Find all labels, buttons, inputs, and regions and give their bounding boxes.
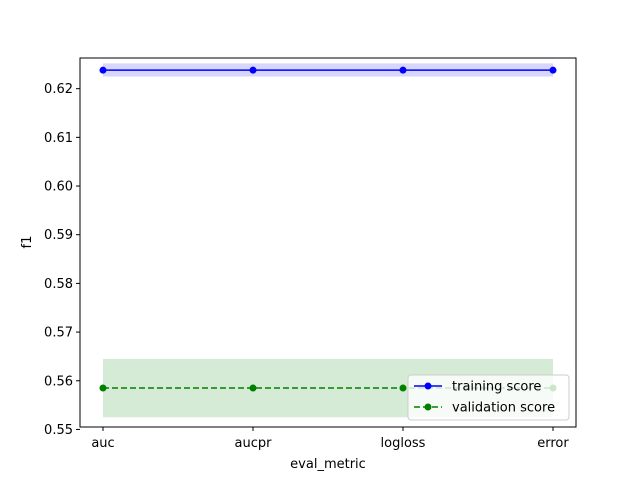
- y-axis-ticks: 0.55 0.56 0.57 0.58 0.59 0.60 0.61 0.62: [44, 82, 80, 438]
- series-points: [99, 66, 557, 392]
- y-tick-label: 0.60: [44, 180, 73, 195]
- legend: training score validation score: [407, 374, 570, 421]
- x-tick-label: aucpr: [235, 436, 273, 451]
- y-tick-label: 0.62: [44, 82, 73, 97]
- y-tick-label: 0.55: [44, 423, 73, 438]
- series-0-point: [249, 66, 257, 74]
- y-tick-label: 0.57: [44, 326, 73, 341]
- legend-swatch-marker: [424, 382, 432, 390]
- y-tick-label: 0.56: [44, 374, 73, 389]
- x-tick-label: error: [537, 436, 569, 451]
- legend-entry-label: training score: [452, 380, 541, 395]
- y-axis-label: f1: [20, 236, 35, 249]
- series-1-point: [249, 384, 257, 392]
- x-tick-label: auc: [91, 436, 114, 451]
- y-tick-label: 0.61: [44, 131, 73, 146]
- series-1-point: [399, 384, 407, 392]
- series-0-point: [549, 66, 557, 74]
- series-0-point: [99, 66, 107, 74]
- plot-area-frame: [79, 57, 577, 428]
- legend-entry-label: validation score: [452, 401, 555, 416]
- series-0-point: [399, 66, 407, 74]
- y-tick-label: 0.59: [44, 228, 73, 243]
- legend-box: [407, 374, 570, 421]
- x-axis-label: eval_metric: [290, 457, 366, 472]
- legend-swatch-marker: [424, 403, 432, 411]
- series-1-point: [99, 384, 107, 392]
- y-tick-label: 0.58: [44, 277, 73, 292]
- x-tick-label: logloss: [381, 436, 426, 451]
- x-axis-ticks: auc aucpr logloss error: [91, 427, 569, 451]
